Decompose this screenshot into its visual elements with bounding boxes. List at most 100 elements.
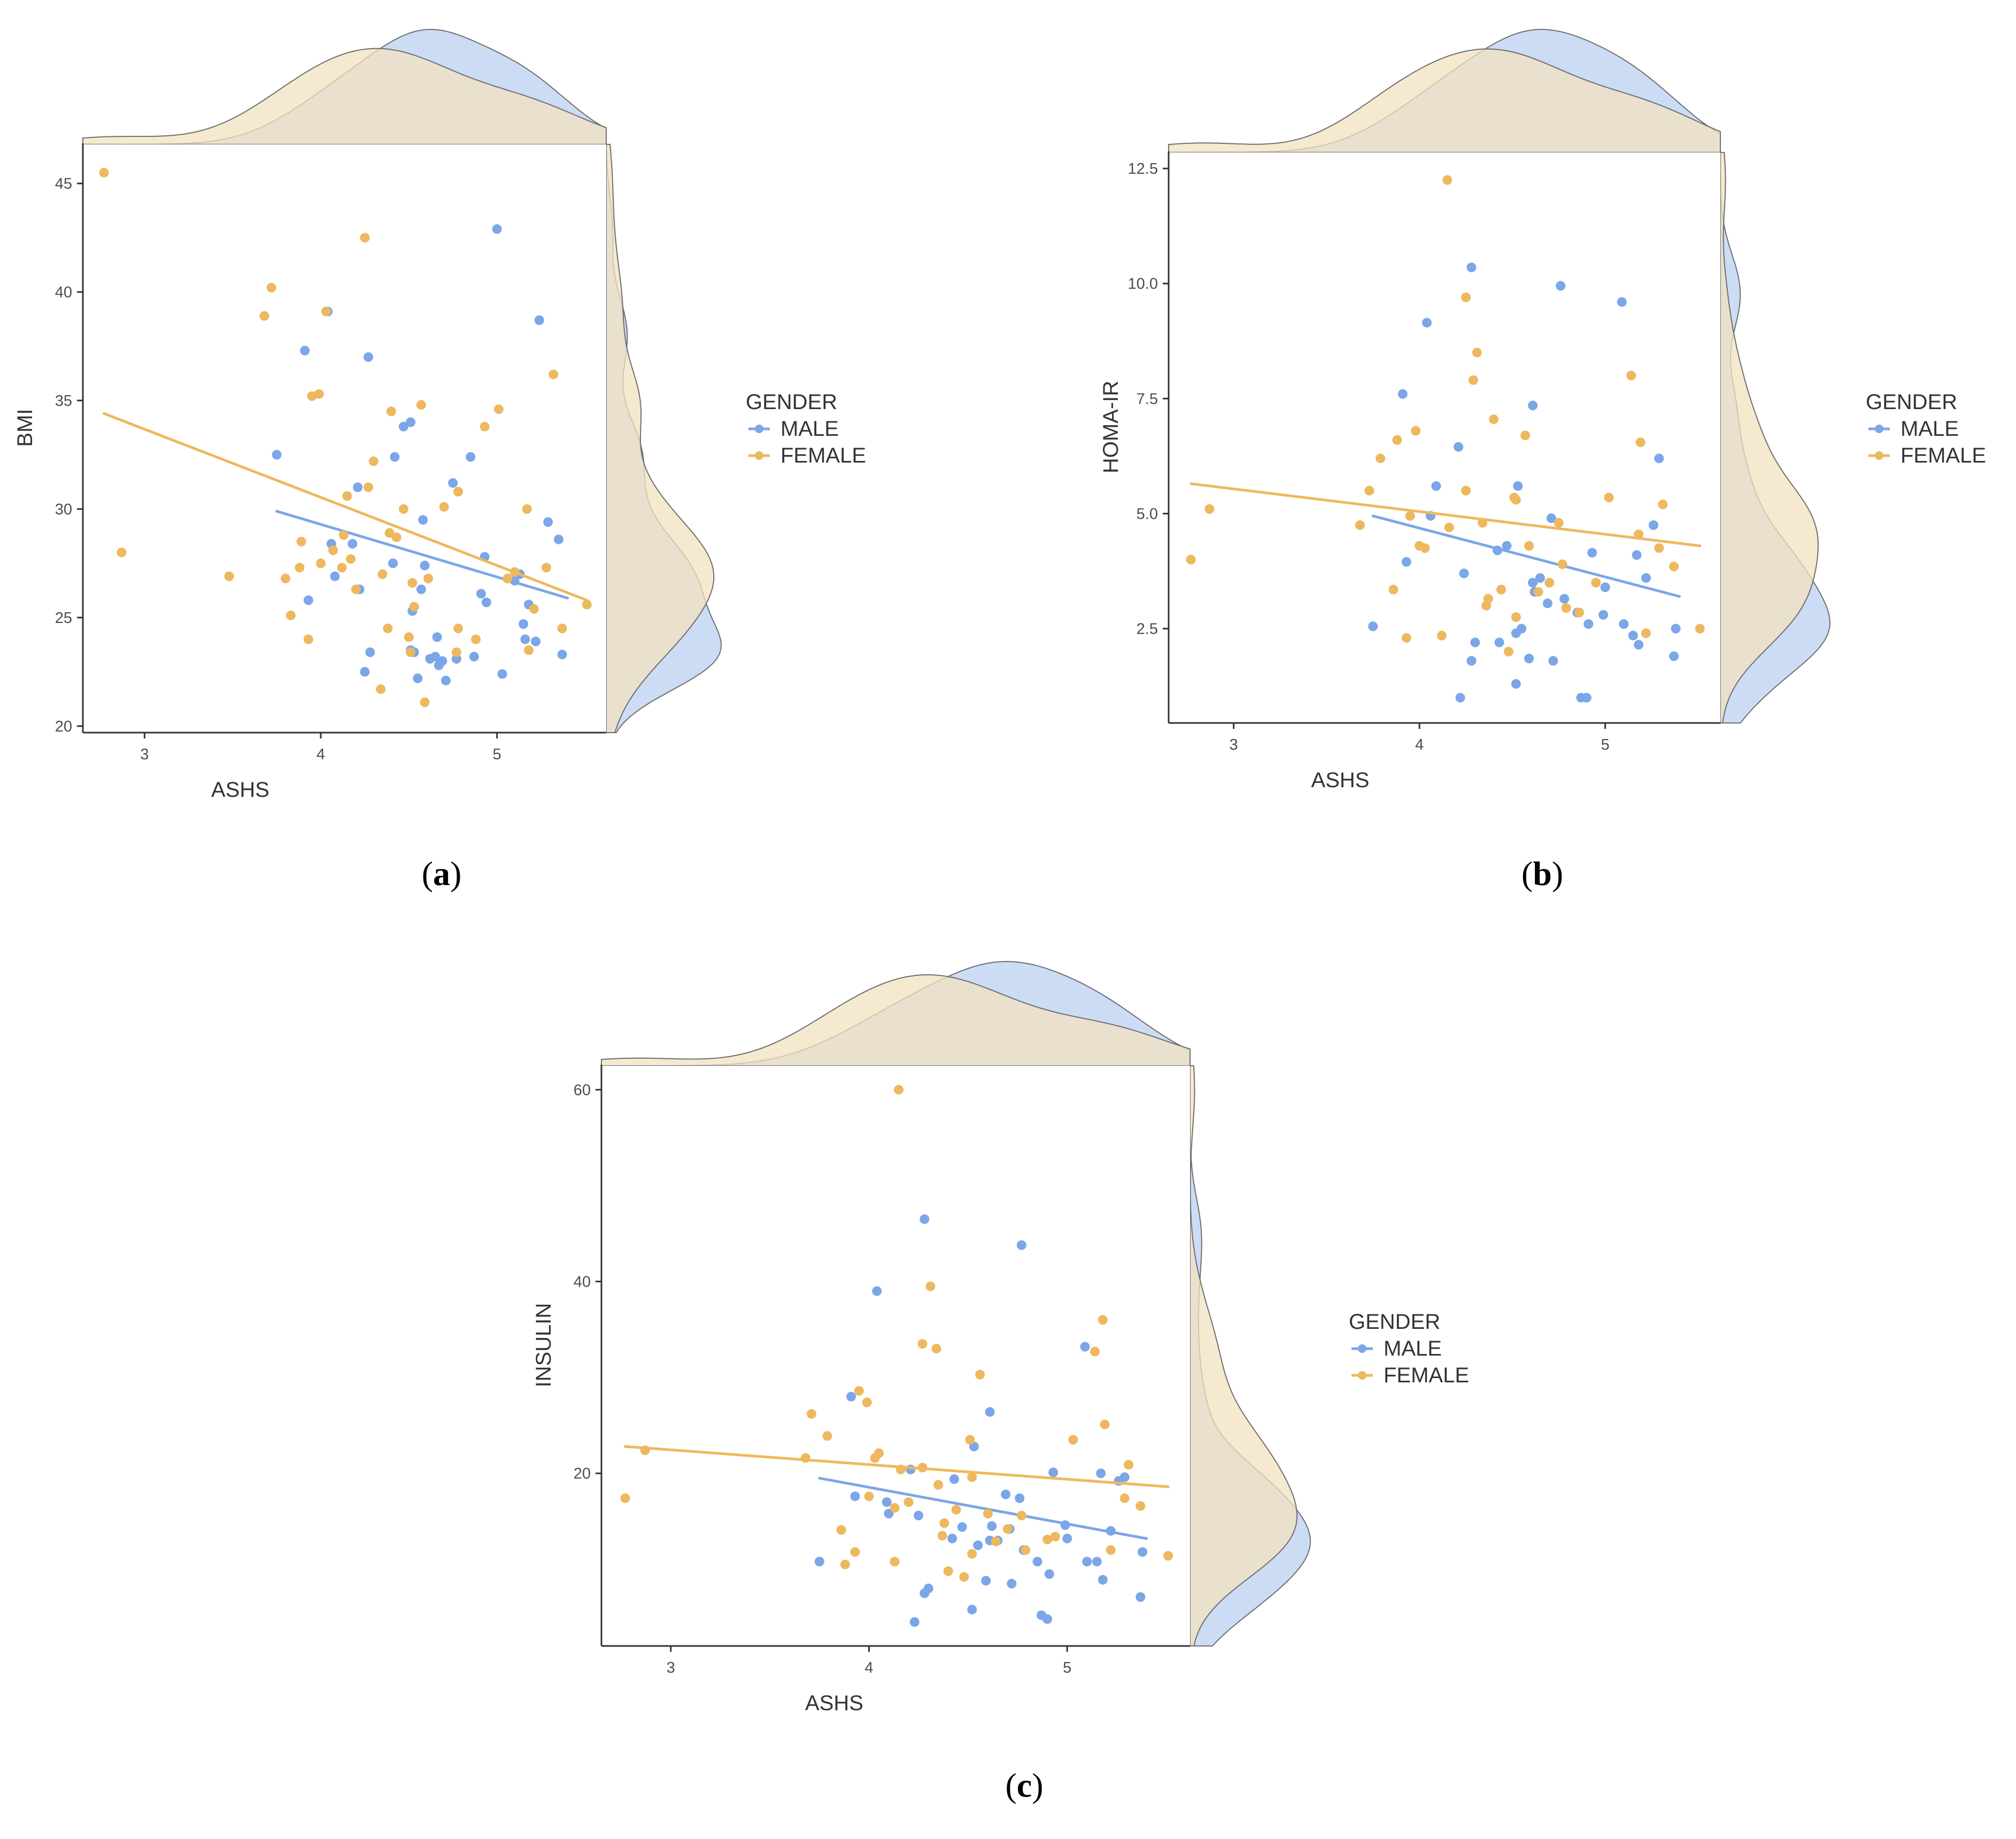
plot-area <box>601 1066 1190 1646</box>
point-female <box>471 634 481 644</box>
point-female <box>328 545 338 555</box>
point-female <box>541 563 551 573</box>
point-female <box>117 548 127 558</box>
point-male <box>1528 401 1538 411</box>
x-tick-label: 3 <box>1230 736 1238 753</box>
point-male <box>441 675 451 686</box>
point-female <box>360 233 370 243</box>
panel-caption-letter: a <box>433 855 450 892</box>
point-male <box>1632 550 1642 560</box>
legend-key-dot <box>755 451 763 460</box>
panel-caption-open: ( <box>422 855 433 892</box>
point-male <box>1455 692 1465 703</box>
point-female <box>391 532 401 542</box>
point-male <box>1546 513 1556 524</box>
plot-area <box>83 144 606 733</box>
y-tick-label: 40 <box>55 284 72 301</box>
point-male <box>1431 481 1441 491</box>
panel-caption: (c) <box>1005 1766 1043 1804</box>
point-female <box>376 684 386 694</box>
point-female <box>620 1493 630 1503</box>
point-male <box>1466 656 1477 666</box>
point-male <box>1513 481 1523 491</box>
point-female <box>503 573 513 583</box>
legend: GENDER MALE FEMALE <box>1866 390 1986 467</box>
plot-area <box>1169 152 1720 723</box>
legend: GENDER MALE FEMALE <box>1349 1310 1469 1387</box>
point-male <box>1535 573 1545 583</box>
point-female <box>1520 430 1531 441</box>
trend-line-male <box>275 510 569 599</box>
x-axis-title: ASHS <box>805 1691 863 1715</box>
y-tick-label: 10.0 <box>1128 275 1158 293</box>
point-male <box>1368 621 1378 632</box>
point-female <box>423 573 434 583</box>
chart-panel-c: 3 4 5 20 40 60 ASHS INSULIN GENDER MALE FEMALE (c) <box>532 960 1469 1804</box>
right-density-female <box>1720 152 1819 724</box>
panel-caption-letter: b <box>1533 855 1552 892</box>
point-female <box>925 1281 936 1291</box>
point-male <box>1548 656 1558 666</box>
point-female <box>806 1409 816 1419</box>
point-male <box>347 538 358 549</box>
point-female <box>1557 559 1567 570</box>
point-female <box>1204 504 1215 514</box>
point-male <box>272 450 282 460</box>
point-female <box>386 406 396 417</box>
point-male <box>1502 541 1512 551</box>
point-female <box>1021 1545 1031 1555</box>
point-male <box>300 345 310 356</box>
point-male <box>882 1497 892 1507</box>
point-male <box>1096 1468 1106 1479</box>
top-density-female <box>1168 48 1721 153</box>
x-axis-title: ASHS <box>1311 768 1370 792</box>
point-female <box>338 530 349 540</box>
point-female <box>1472 348 1482 358</box>
point-male <box>466 452 476 462</box>
point-female <box>983 1509 993 1519</box>
point-female <box>522 504 532 514</box>
point-female <box>1561 603 1571 613</box>
point-male <box>1581 692 1592 703</box>
point-male <box>1584 619 1594 629</box>
point-female <box>967 1472 977 1482</box>
point-female <box>939 1518 949 1528</box>
point-female <box>377 569 388 579</box>
point-male <box>1062 1534 1072 1544</box>
point-male <box>469 651 479 661</box>
point-male <box>1494 637 1504 648</box>
point-female <box>1124 1460 1134 1469</box>
point-female <box>407 578 418 588</box>
point-male <box>1556 281 1566 291</box>
x-tick-label: 4 <box>316 746 325 763</box>
point-female <box>1163 1551 1173 1561</box>
point-female <box>890 1503 900 1513</box>
point-male <box>1422 318 1432 328</box>
point-male <box>981 1576 991 1586</box>
point-male <box>1669 651 1679 661</box>
point-male <box>957 1522 967 1532</box>
point-female <box>965 1435 975 1445</box>
panel-caption-close: ) <box>1552 855 1563 892</box>
point-male <box>1466 263 1477 273</box>
point-female <box>303 634 313 644</box>
point-male <box>909 1617 920 1627</box>
point-female <box>1658 499 1668 510</box>
point-male <box>1082 1557 1092 1567</box>
y-tick-label: 5.0 <box>1137 505 1158 522</box>
point-male <box>557 649 567 659</box>
point-male <box>398 421 408 432</box>
point-female <box>259 311 269 321</box>
legend-item-male: MALE <box>1384 1337 1442 1360</box>
legend-item-male: MALE <box>781 417 839 441</box>
legend-key-dot <box>755 425 763 433</box>
point-female <box>1050 1532 1060 1542</box>
y-tick-label: 7.5 <box>1137 390 1158 407</box>
point-female <box>1524 541 1534 551</box>
point-male <box>1032 1557 1042 1567</box>
point-female <box>840 1559 850 1569</box>
trend-line-male <box>818 1476 1148 1540</box>
point-male <box>492 224 502 234</box>
point-female <box>1392 435 1402 445</box>
point-female <box>1119 1493 1130 1503</box>
